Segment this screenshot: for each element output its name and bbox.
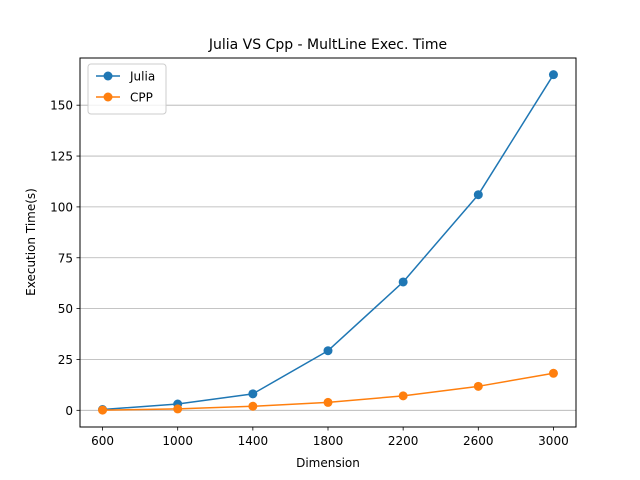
y-tick-label: 0	[65, 404, 73, 418]
x-tick-label: 3000	[538, 434, 569, 448]
data-point-cpp	[548, 368, 558, 378]
data-point-cpp	[473, 381, 483, 391]
data-point-cpp	[98, 405, 108, 415]
series-layer	[98, 70, 558, 415]
data-point-julia	[398, 277, 408, 287]
x-axis-label: Dimension	[296, 456, 360, 470]
y-tick-label: 75	[58, 251, 73, 265]
data-point-cpp	[323, 397, 333, 407]
grid	[80, 104, 576, 411]
x-tick-label: 600	[91, 434, 114, 448]
y-tick-label: 25	[58, 353, 73, 367]
y-tick-label: 125	[50, 150, 73, 164]
legend-marker-cpp	[103, 92, 113, 102]
y-axis: 0 25 50 75 100 125 150	[50, 99, 80, 418]
data-point-julia	[248, 389, 258, 399]
data-point-cpp	[173, 404, 183, 414]
y-tick-label: 150	[50, 99, 73, 113]
y-tick-label: 100	[50, 200, 73, 214]
legend: Julia CPP	[87, 63, 167, 115]
data-point-julia	[548, 70, 558, 80]
x-tick-label: 2600	[463, 434, 494, 448]
data-point-julia	[323, 346, 333, 356]
x-tick-label: 1000	[162, 434, 193, 448]
y-axis-label: Execution Time(s)	[24, 188, 38, 296]
data-point-julia	[473, 190, 483, 200]
y-tick-label: 50	[58, 302, 73, 316]
data-point-cpp	[248, 401, 258, 411]
x-axis: 600 1000 1400 1800 2200 2600 3000	[91, 427, 569, 448]
data-point-cpp	[398, 391, 408, 401]
x-tick-label: 1800	[313, 434, 344, 448]
x-tick-label: 2200	[388, 434, 419, 448]
legend-label-cpp: CPP	[130, 91, 153, 105]
legend-label-julia: Julia	[129, 70, 155, 84]
chart-title: Julia VS Cpp - MultLine Exec. Time	[208, 37, 447, 53]
legend-marker-julia	[103, 71, 113, 81]
x-tick-label: 1400	[238, 434, 269, 448]
